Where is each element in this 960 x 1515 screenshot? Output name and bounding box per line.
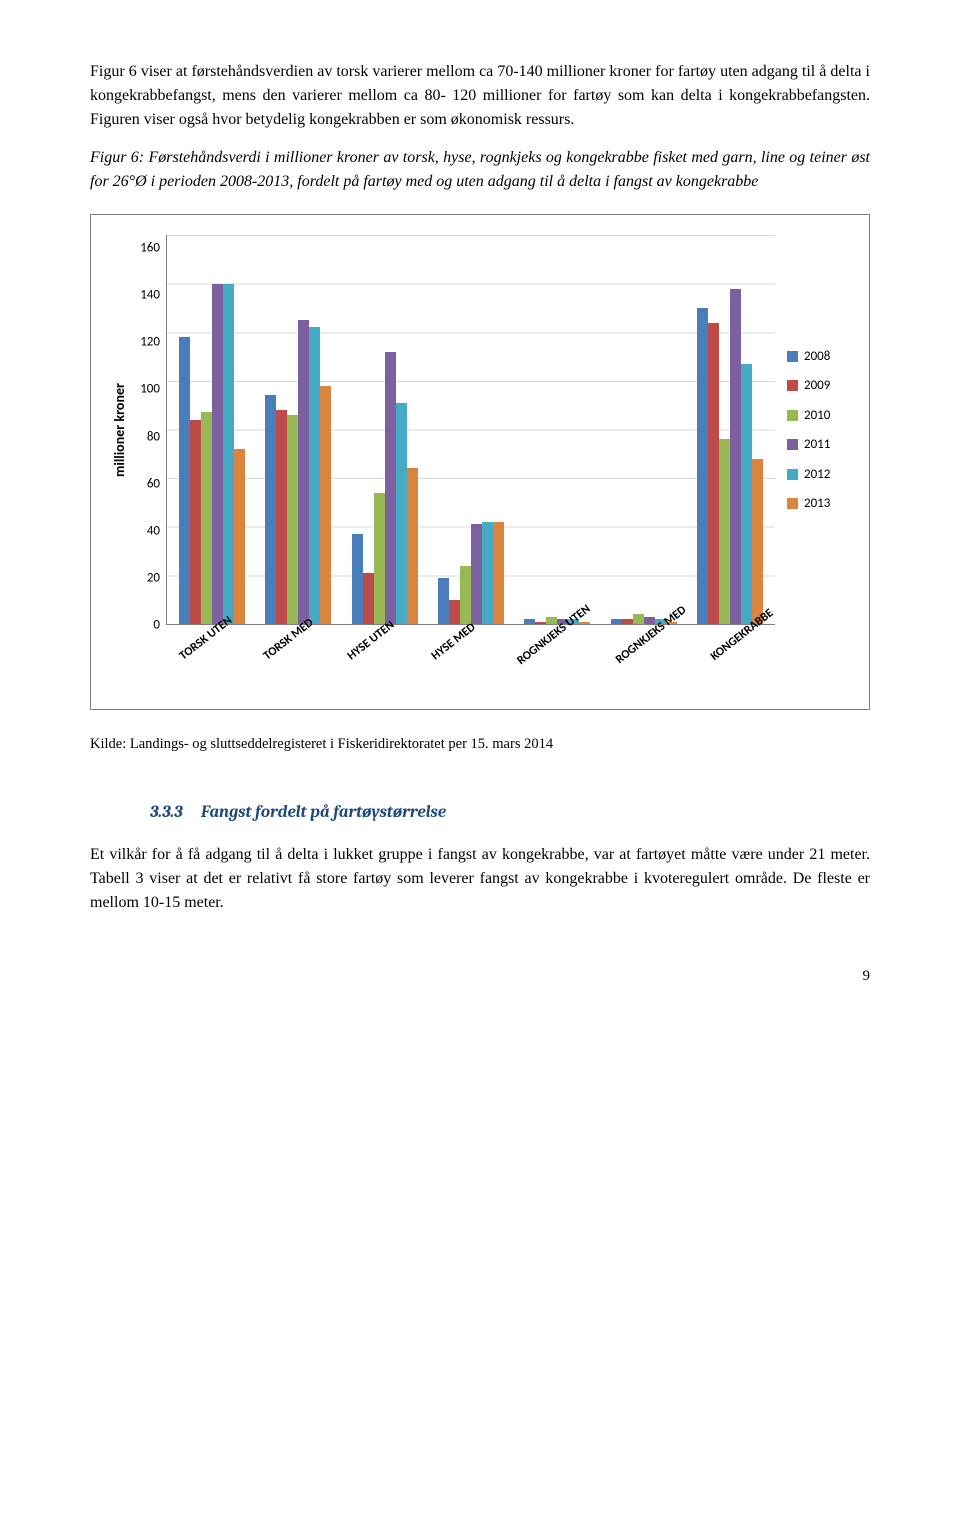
bar	[374, 493, 385, 624]
bar	[493, 522, 504, 624]
x-axis-labels: TORSK UTENTORSK MEDHYSE UTENHYSE MEDROGN…	[159, 625, 775, 699]
section-heading: 3.3.3Fangst fordelt på fartøystørrelse	[90, 800, 870, 826]
legend-swatch	[787, 351, 798, 362]
page-number: 9	[90, 965, 870, 988]
legend-item: 2008	[787, 347, 853, 367]
bar	[190, 420, 201, 624]
bar	[622, 619, 633, 624]
legend-label: 2013	[804, 494, 830, 514]
section-number: 3.3.3	[150, 803, 201, 822]
y-tick: 20	[132, 571, 160, 584]
y-axis-label: millioner kroner	[107, 383, 132, 477]
legend-label: 2010	[804, 406, 830, 426]
y-tick: 80	[132, 430, 160, 443]
bar	[524, 619, 535, 624]
y-tick: 60	[132, 477, 160, 490]
y-tick: 100	[132, 383, 160, 396]
bar-group	[342, 235, 428, 624]
bar	[352, 534, 363, 624]
chart-source: Kilde: Landings- og sluttseddelregistere…	[90, 734, 870, 756]
legend-swatch	[787, 439, 798, 450]
section-title: Fangst fordelt på fartøystørrelse	[201, 803, 446, 822]
bar	[741, 364, 752, 624]
bar	[385, 352, 396, 624]
legend-label: 2008	[804, 347, 830, 367]
chart-plot	[166, 235, 775, 625]
y-tick: 160	[132, 242, 160, 255]
bar	[234, 449, 245, 624]
legend-swatch	[787, 380, 798, 391]
bar-group	[514, 235, 600, 624]
legend-swatch	[787, 469, 798, 480]
bar	[265, 395, 276, 624]
bar	[309, 327, 320, 624]
bar	[438, 578, 449, 624]
bar	[719, 439, 730, 624]
legend-label: 2012	[804, 465, 830, 485]
bar	[212, 284, 223, 624]
legend-label: 2009	[804, 376, 830, 396]
legend-item: 2011	[787, 435, 853, 455]
legend-label: 2011	[804, 435, 830, 455]
y-tick: 120	[132, 336, 160, 349]
bar	[276, 410, 287, 624]
bar	[298, 320, 309, 624]
bar	[730, 289, 741, 625]
bar	[611, 619, 622, 624]
bar	[396, 403, 407, 624]
bar-group	[255, 235, 341, 624]
bar	[407, 468, 418, 624]
legend-item: 2010	[787, 406, 853, 426]
chart-frame: millioner kroner 0 20 40 60 80 100 120 140 160 2…	[90, 214, 870, 710]
bar	[752, 459, 763, 624]
bar	[708, 323, 719, 624]
bar	[697, 308, 708, 624]
bar	[201, 412, 212, 624]
bar	[287, 415, 298, 624]
figure-caption: Figur 6: Førstehåndsverdi i millioner kr…	[90, 146, 870, 194]
paragraph-2: Et vilkår for å få adgang til å delta i …	[90, 843, 870, 915]
y-tick: 40	[132, 524, 160, 537]
bar	[460, 566, 471, 624]
legend-swatch	[787, 498, 798, 509]
paragraph-1: Figur 6 viser at førstehåndsverdien av t…	[90, 60, 870, 132]
chart-legend: 2008 2009 2010 2011 2012 2013	[775, 235, 853, 625]
bar	[363, 573, 374, 624]
bar-group	[169, 235, 255, 624]
legend-swatch	[787, 410, 798, 421]
bar	[535, 622, 546, 624]
bar-group	[600, 235, 686, 624]
legend-item: 2012	[787, 465, 853, 485]
bar	[179, 337, 190, 624]
bar-group	[428, 235, 514, 624]
bar	[320, 386, 331, 624]
y-tick: 140	[132, 289, 160, 302]
legend-item: 2013	[787, 494, 853, 514]
y-axis-ticks: 020406080100120140160	[132, 235, 166, 625]
bar	[633, 614, 644, 624]
legend-item: 2009	[787, 376, 853, 396]
bar	[449, 600, 460, 624]
bar	[223, 284, 234, 624]
bar-group	[687, 235, 773, 624]
y-tick: 0	[132, 619, 160, 632]
